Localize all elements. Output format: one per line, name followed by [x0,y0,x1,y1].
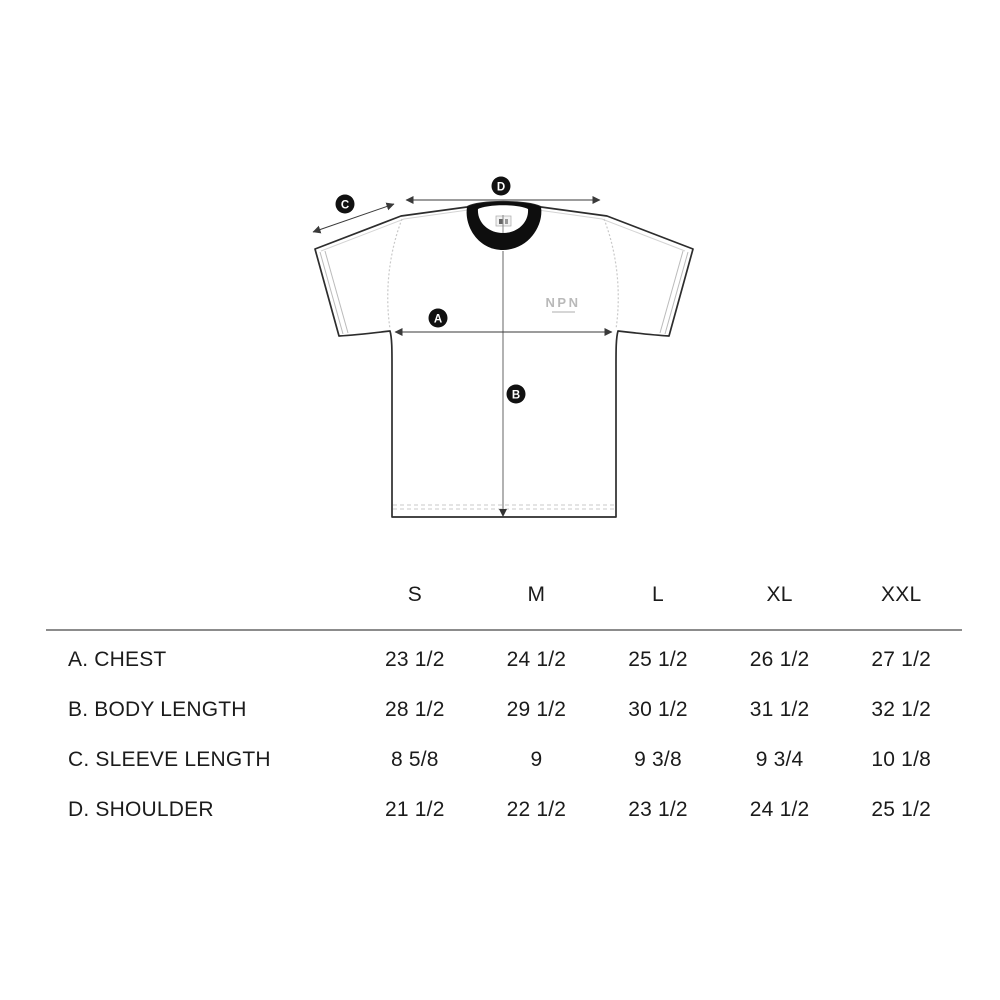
chest-logo: NPN [546,295,581,310]
size-col-l: L [652,583,664,606]
value-cell: 23 1/2 [385,648,445,671]
size-col-xxl: XXL [881,583,922,606]
row-label: D. SHOULDER [68,798,214,821]
marker-badge-c: C [335,194,355,214]
cuff-rib-right-2 [659,250,684,334]
value-cell: 27 1/2 [871,648,931,671]
value-cell: 10 1/8 [871,748,931,771]
row-label: C. SLEEVE LENGTH [68,748,271,771]
svg-text:A: A [434,314,442,326]
size-table: S M L XL XXL A. CHEST 23 1/2 24 1/2 25 1… [46,577,962,835]
row-label: B. BODY LENGTH [68,698,247,721]
value-cell: 24 1/2 [506,648,567,671]
cuff-rib-right-1 [664,251,689,335]
value-cell: 28 1/2 [385,698,445,721]
measure-arrow-c [312,202,395,234]
size-header-row: S M L XL XXL [46,577,962,613]
sleeve-seam-left [387,218,403,330]
value-cell: 30 1/2 [628,698,688,721]
marker-badge-b: B [506,384,526,404]
value-cell: 9 3/4 [755,748,804,771]
value-cell: 9 [530,748,543,771]
row-label: A. CHEST [68,648,167,671]
neck-label-mark-1 [499,219,503,224]
table-row-sleeve-length: C. SLEEVE LENGTH 8 5/8 9 9 3/8 9 3/4 10 … [46,735,962,785]
value-cell: 24 1/2 [749,798,810,821]
cuff-rib-left-1 [319,251,344,335]
table-row-chest: A. CHEST 23 1/2 24 1/2 25 1/2 26 1/2 27 … [46,635,962,685]
chest-logo-subtext [552,311,575,313]
measure-arrow-b-head [499,509,507,517]
table-row-body-length: B. BODY LENGTH 28 1/2 29 1/2 30 1/2 31 1… [46,685,962,735]
cuff-rib-left-2 [324,250,349,334]
value-cell: 8 5/8 [390,748,439,771]
size-col-s: S [407,583,422,606]
value-cell: 32 1/2 [871,698,931,721]
value-cell: 9 3/8 [634,748,682,771]
shoulder-seam-left [320,209,469,252]
size-col-m: M [527,583,546,606]
svg-text:C: C [341,200,349,212]
sleeve-seam-right [603,218,619,330]
marker-badge-d: D [491,176,511,196]
value-cell: 23 1/2 [628,798,688,821]
size-col-xl: XL [766,583,793,606]
shoulder-seam-right [537,209,686,252]
value-cell: 29 1/2 [506,698,567,721]
value-cell: 22 1/2 [506,798,567,821]
svg-text:B: B [512,390,520,402]
value-cell: 31 1/2 [749,698,810,721]
neck-label-mark-2 [505,219,508,224]
table-divider [46,629,962,631]
value-cell: 25 1/2 [871,798,931,821]
value-cell: 25 1/2 [628,648,688,671]
tshirt-measurement-diagram: NPN C D A B [312,176,694,518]
marker-badge-a: A [428,308,448,328]
value-cell: 26 1/2 [749,648,810,671]
tshirt-diagram-svg: NPN C D A B [312,176,694,518]
svg-text:D: D [497,182,505,194]
value-cell: 21 1/2 [385,798,445,821]
table-row-shoulder: D. SHOULDER 21 1/2 22 1/2 23 1/2 24 1/2 … [46,785,962,835]
